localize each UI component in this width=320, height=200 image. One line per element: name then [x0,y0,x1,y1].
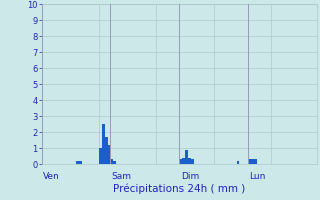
Bar [108,145,110,164]
Text: Sam: Sam [112,172,132,181]
Text: Lun: Lun [249,172,266,181]
Bar [99,148,102,164]
Bar [251,159,254,164]
Bar [182,158,185,164]
X-axis label: Précipitations 24h ( mm ): Précipitations 24h ( mm ) [113,183,245,194]
Bar [79,161,82,164]
Bar [102,124,105,164]
Bar [188,158,191,164]
Bar [236,161,239,164]
Bar [110,159,113,164]
Bar [185,150,188,164]
Bar [254,159,257,164]
Text: Dim: Dim [180,172,199,181]
Bar [248,159,251,164]
Text: Ven: Ven [43,172,60,181]
Bar [76,161,79,164]
Bar [105,137,108,164]
Bar [191,159,194,164]
Bar [113,161,116,164]
Bar [179,159,182,164]
